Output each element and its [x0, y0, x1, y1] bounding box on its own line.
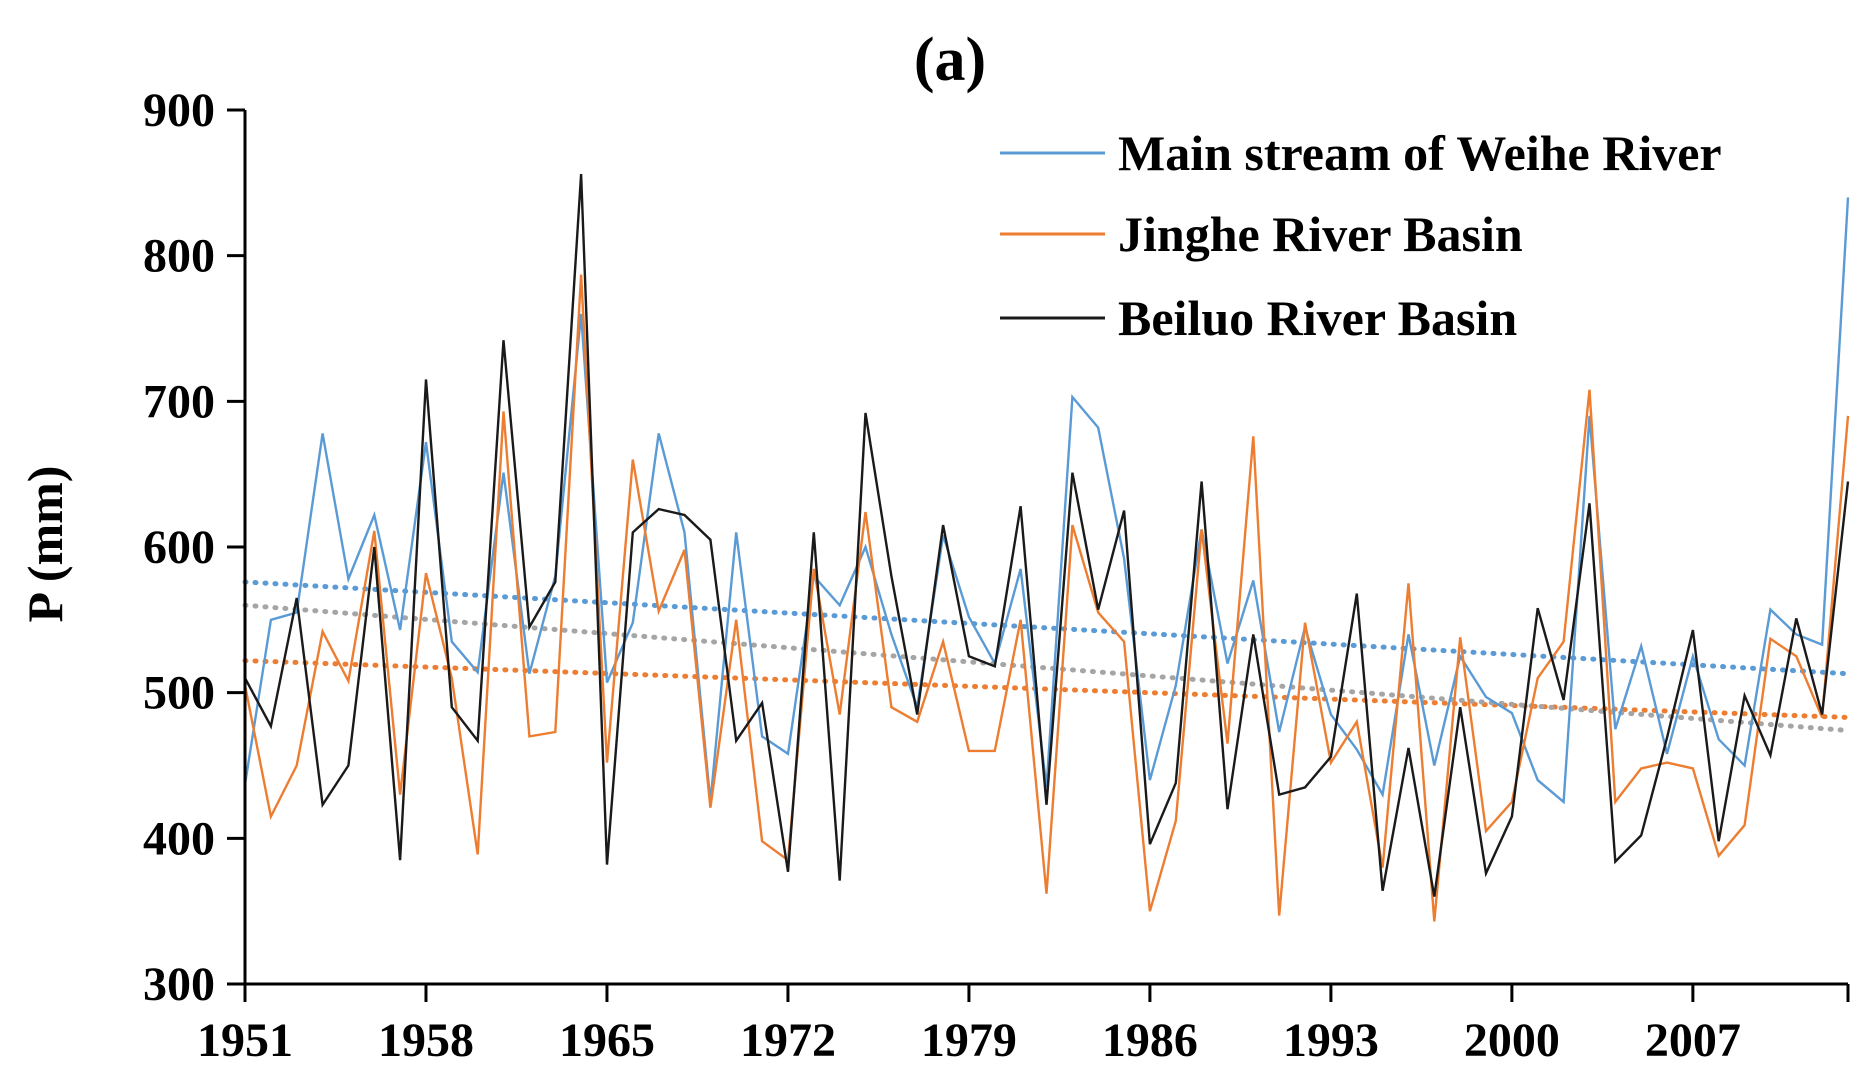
x-tick-label: 1965	[559, 1014, 655, 1067]
trendline-2	[242, 658, 1851, 720]
x-tick-label: 1951	[197, 1014, 293, 1067]
series-lines	[243, 174, 1850, 922]
x-tick-label: 1958	[378, 1014, 474, 1067]
x-tick-label: 1972	[740, 1014, 836, 1067]
y-tick-label: 700	[143, 375, 215, 428]
y-tick-label: 300	[143, 958, 215, 1011]
trendline-3	[242, 602, 1851, 734]
x-tick-label: 2007	[1645, 1014, 1741, 1067]
chart-title: (a)	[914, 26, 986, 94]
x-tick-label: 1986	[1102, 1014, 1198, 1067]
legend-label-2: Jinghe River Basin	[1118, 206, 1523, 262]
legend-label-1: Main stream of Weihe River	[1118, 125, 1722, 181]
series-line-1	[243, 197, 1850, 805]
trendlines	[242, 579, 1851, 734]
y-axis-label: P (mm)	[17, 466, 73, 623]
x-tick-label: 2000	[1464, 1014, 1560, 1067]
y-tick-label: 400	[143, 812, 215, 865]
axes: 300 400 500 600 700 800 900 1951 1958 1965 1972 197…	[143, 84, 1850, 1067]
trendline-1	[242, 579, 1851, 677]
series-line-2	[243, 274, 1850, 922]
legend: Main stream of Weihe River Jinghe River B…	[1000, 125, 1722, 346]
y-tick-label: 600	[143, 521, 215, 574]
legend-label-3: Beiluo River Basin	[1118, 290, 1517, 346]
y-tick-label: 800	[143, 230, 215, 283]
x-tick-label: 1993	[1283, 1014, 1379, 1067]
x-tick-label: 1979	[921, 1014, 1017, 1067]
y-tick-label: 500	[143, 667, 215, 720]
y-tick-label: 900	[143, 84, 215, 137]
series-line-3	[243, 174, 1850, 897]
